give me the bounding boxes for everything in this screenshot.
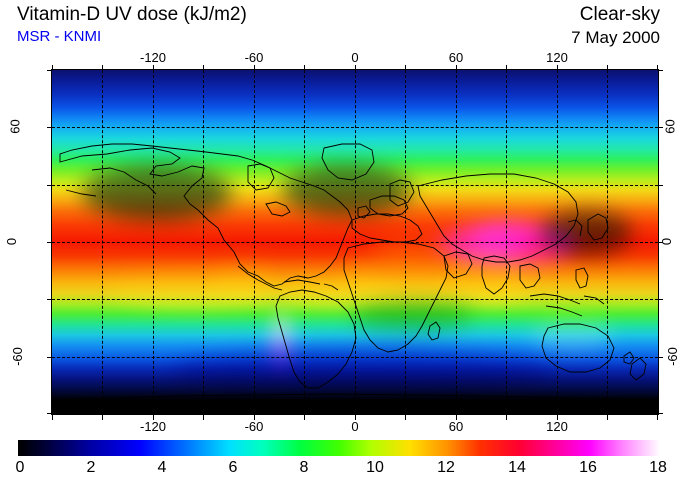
y-axis-ticks-left (47, 70, 52, 414)
x-tick-label-bottom-3: 60 (448, 419, 464, 434)
date-label: 7 May 2000 (571, 28, 660, 47)
coastlines-overlay (52, 70, 658, 414)
y-tick-label-right-0: 60 (662, 119, 678, 134)
colorbar-tick-label-4: 8 (299, 459, 309, 476)
y-tick-label-left-1: 0 (4, 237, 20, 246)
x-tick-label-bottom-4: 120 (546, 419, 568, 434)
x-tick-label-bottom-0: -120 (139, 419, 167, 434)
world-map-heatmap (52, 70, 658, 414)
x-tick-label-bottom-1: -60 (244, 419, 264, 434)
y-tick-label-left-0: 60 (7, 119, 23, 134)
page-title: Vitamin-D UV dose (kJ/m2) (17, 4, 247, 25)
colorbar-tick-label-3: 6 (228, 459, 238, 476)
anomaly-atlantic-belt (282, 270, 392, 306)
y-axis-ticks-right (658, 70, 663, 414)
anomaly-north-pacific-cool (82, 165, 232, 220)
x-tick-label-top-0: -120 (139, 50, 167, 65)
y-tick-label-right-2: -60 (664, 347, 678, 366)
x-axis-ticks-top (52, 65, 658, 70)
colorbar-tick-label-8: 16 (579, 459, 597, 476)
x-tick-label-top-2: 0 (351, 50, 359, 65)
x-tick-label-bottom-2: 0 (351, 419, 359, 434)
colorbar-tick-label-6: 12 (437, 459, 455, 476)
colorbar-tick-label-5: 10 (366, 459, 384, 476)
x-tick-label-top-1: -60 (244, 50, 264, 65)
colorbar-tick-label-9: 18 (649, 459, 667, 476)
y-tick-label-right-1: 0 (659, 237, 675, 246)
sky-condition-label: Clear-sky (579, 4, 660, 25)
colorbar-tick-label-0: 0 (15, 459, 25, 476)
colorbar (18, 440, 660, 456)
x-axis-ticks-bottom (52, 415, 658, 420)
colorbar-tick-label-1: 2 (86, 459, 96, 476)
y-tick-label-left-2: -60 (9, 347, 25, 366)
colorbar-tick-label-7: 14 (508, 459, 526, 476)
anomaly-mediterranean (372, 235, 452, 261)
x-tick-label-top-4: 120 (546, 50, 568, 65)
data-source-label: MSR - KNMI (17, 28, 102, 45)
x-tick-label-top-3: 60 (448, 50, 464, 65)
colorbar-tick-label-2: 4 (157, 459, 167, 476)
anomaly-equatorial-cloud (352, 300, 472, 330)
